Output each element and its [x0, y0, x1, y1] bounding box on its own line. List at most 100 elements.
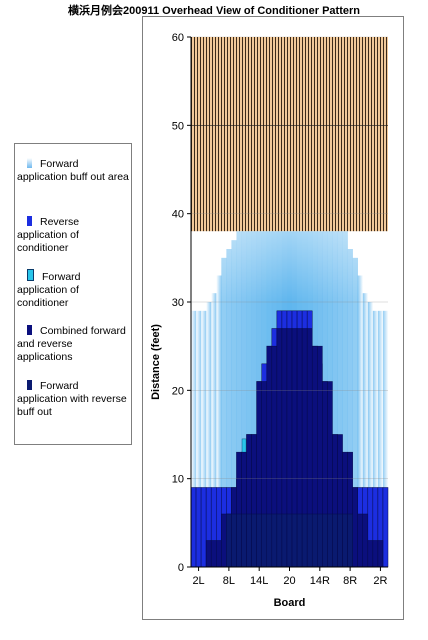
x-tick-label: 14R [310, 575, 330, 587]
bar-buff-out-board-39 [382, 310, 389, 567]
bar-buff-out-board-7 [221, 257, 227, 567]
bar-combined-forward-and-reverse-applications-board-7 [221, 513, 227, 568]
y-tick-label: 50 [172, 120, 184, 132]
chart-legend: Forward application buff out area Reverse… [14, 143, 132, 445]
x-axis-title: Board [274, 597, 306, 609]
bar-combined-forward-and-reverse-applications-board-33 [352, 487, 358, 568]
bar-forward-application-with-reverse-buff-out-board-30 [337, 513, 343, 568]
bar-buff-out-board-38 [377, 310, 384, 567]
x-tick-label: 2R [373, 575, 387, 587]
bar-forward-application-with-reverse-buff-out-board-25 [311, 513, 318, 568]
bar-buff-out-board-3 [201, 310, 207, 567]
legend-item: Forward application buff out area [17, 158, 129, 184]
bar-buff-out-board-35 [362, 293, 369, 567]
bar-buff-out-board-30 [337, 231, 343, 568]
legend-swatch [27, 158, 32, 168]
bar-buff-out-board-10 [236, 231, 242, 568]
bar-combined-forward-and-reverse-applications-board-5 [210, 540, 217, 568]
bar-buff-out-board-32 [347, 249, 353, 567]
bar-reverse-application-of-conditioner-board-1 [190, 487, 197, 568]
bar-forward-application-with-reverse-buff-out-board-21 [291, 513, 298, 568]
bar-combined-forward-and-reverse-applications-board-6 [216, 540, 222, 568]
bar-buff-out-board-13 [251, 231, 257, 568]
bar-reverse-application-of-conditioner-board-39 [382, 487, 389, 568]
bar-buff-out-board-34 [357, 275, 364, 567]
bar-forward-application-with-reverse-buff-out-board-26 [317, 513, 323, 568]
bar-buff-out-board-2 [196, 310, 202, 567]
legend-item: Reverse application of conditioner [17, 216, 129, 255]
chart-title: 横浜月例会200911 Overhead View of Conditioner… [68, 5, 360, 17]
bar-forward-application-with-reverse-buff-out-board-22 [296, 513, 303, 568]
bar-reverse-application-of-conditioner-board-2 [195, 487, 202, 568]
bar-forward-application-with-reverse-buff-out-board-12 [246, 513, 252, 568]
bar-forward-application-with-reverse-buff-out-board-15 [261, 513, 268, 568]
bar-forward-application-with-reverse-buff-out-board-17 [271, 513, 278, 568]
bar-forward-application-with-reverse-buff-out-board-9 [231, 513, 237, 568]
bar-forward-application-with-reverse-buff-out-board-23 [301, 513, 308, 568]
y-axis-title: Distance (feet) [150, 324, 162, 400]
bar-buff-out-board-37 [372, 310, 379, 567]
bar-forward-application-with-reverse-buff-out-board-13 [251, 513, 257, 568]
plot-area-frame: 0 10 20 30 40 50 60 2L 8L 14L 20 14R 8R 2R Board Distan… [142, 16, 404, 620]
bar-buff-out-board-5 [211, 293, 217, 567]
x-tick-label: 20 [283, 575, 295, 587]
legend-item: Forward application with reverse buff ou… [17, 380, 129, 419]
bar-buff-out-board-36 [367, 302, 374, 567]
legend-label: Combined forward and reverse application… [17, 325, 126, 363]
bar-combined-forward-and-reverse-applications-board-34 [357, 513, 363, 568]
bar-forward-application-with-reverse-buff-out-board-28 [327, 513, 333, 568]
bar-buff-out-board-8 [226, 249, 232, 567]
bar-combined-forward-and-reverse-applications-board-38 [377, 540, 384, 568]
bar-forward-application-with-reverse-buff-out-board-8 [226, 513, 232, 568]
bar-buff-out-board-11 [241, 231, 247, 568]
bar-forward-application-with-reverse-buff-out-board-16 [266, 513, 273, 568]
bar-combined-forward-and-reverse-applications-board-4 [205, 540, 212, 568]
legend-swatch [27, 269, 34, 281]
legend-label: Reverse application of conditioner [17, 216, 80, 254]
legend-swatch [27, 216, 32, 226]
y-tick-label: 20 [172, 385, 184, 397]
y-tick-label: 40 [172, 209, 184, 221]
legend-swatch [27, 325, 32, 335]
y-tick-label: 0 [178, 562, 184, 574]
bar-forward-application-with-reverse-buff-out-board-10 [236, 513, 242, 568]
bar-forward-application-with-reverse-buff-out-board-24 [306, 513, 313, 568]
x-tick-label: 2L [192, 575, 204, 587]
bar-forward-application-with-reverse-buff-out-board-32 [347, 513, 353, 568]
bar-buff-out-board-31 [342, 231, 348, 568]
bar-forward-application-with-reverse-buff-out-board-18 [276, 513, 283, 568]
bar-forward-application-with-reverse-buff-out-board-19 [281, 513, 288, 568]
x-tick-label: 14L [250, 575, 268, 587]
bar-combined-forward-and-reverse-applications-board-36 [367, 540, 374, 568]
bar-buff-out-board-1 [191, 310, 197, 567]
y-tick-label: 30 [172, 297, 184, 309]
bar-combined-forward-and-reverse-applications-board-37 [372, 540, 379, 568]
bar-buff-out-board-4 [206, 302, 212, 567]
y-tick-label: 60 [172, 32, 184, 44]
legend-label: Forward application with reverse buff ou… [17, 380, 127, 418]
bar-forward-application-with-reverse-buff-out-board-14 [256, 513, 262, 568]
bar-forward-application-board-11 [241, 438, 247, 454]
bar-forward-application-with-reverse-buff-out-board-31 [342, 513, 348, 568]
bar-buff-out-board-9 [231, 240, 237, 567]
conditioner-pattern-chart: 0 10 20 30 40 50 60 2L 8L 14L 20 14R 8R 2R Board Distan… [150, 32, 389, 609]
bar-reverse-application-of-conditioner-board-3 [200, 487, 207, 568]
legend-swatch [27, 380, 32, 390]
bar-forward-application-with-reverse-buff-out-board-11 [241, 513, 247, 568]
x-tick-label: 8R [343, 575, 357, 587]
legend-item: Forward application of conditioner [17, 269, 129, 310]
legend-label: Forward application of conditioner [17, 271, 81, 309]
x-tick-label: 8L [223, 575, 235, 587]
buff-out-fade [191, 231, 388, 302]
bar-buff-out-board-12 [246, 231, 252, 568]
legend-label: Forward application buff out area [17, 158, 129, 183]
y-tick-label: 10 [172, 474, 184, 486]
bar-buff-out-board-29 [332, 231, 338, 568]
bar-buff-out-board-6 [216, 275, 222, 567]
bar-forward-application-with-reverse-buff-out-board-29 [332, 513, 338, 568]
dry-lane-area [191, 37, 388, 232]
bar-combined-forward-and-reverse-applications-board-35 [362, 513, 369, 568]
legend-item: Combined forward and reverse application… [17, 325, 129, 364]
bar-forward-application-with-reverse-buff-out-board-27 [322, 513, 328, 568]
bar-buff-out-board-33 [352, 257, 358, 567]
